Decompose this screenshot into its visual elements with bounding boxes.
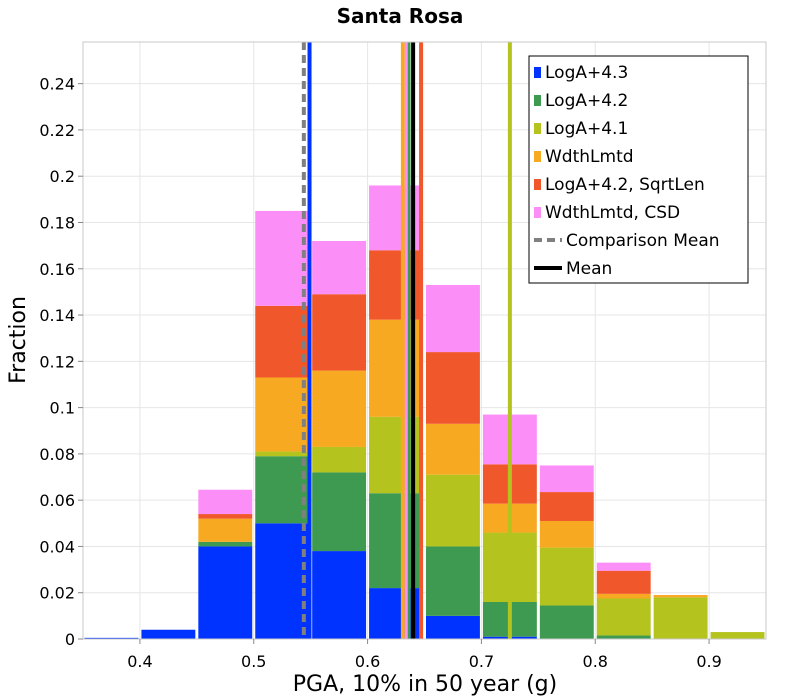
bar-wdthlmtd-0.525 [255, 377, 310, 452]
y-tick-label: 0.18 [39, 213, 75, 232]
bar-loga-4-3-0.425 [141, 629, 196, 639]
y-tick-label: 0 [65, 630, 75, 649]
legend-swatch-wdthlmtd [534, 151, 541, 162]
y-tick-label: 0.2 [50, 167, 75, 186]
bar-loga-4-1-0.875 [653, 597, 708, 639]
x-tick-label: 0.6 [355, 652, 380, 671]
bar-loga-4-2-sqrtlen-0.525 [255, 305, 310, 378]
bar-loga-4-2-0.675 [426, 546, 480, 616]
bar-loga-4-3-0.575 [312, 551, 367, 639]
bar-loga-4-2-0.825 [596, 635, 651, 639]
y-tick-label: 0.22 [39, 121, 75, 140]
mean-lines [301, 42, 512, 639]
chart-title: Santa Rosa [337, 4, 464, 28]
y-tick-label: 0.14 [39, 306, 75, 325]
bar-loga-4-1-0.675 [426, 474, 480, 547]
y-tick-label: 0.12 [39, 352, 75, 371]
x-tick-label: 0.9 [696, 652, 721, 671]
bar-loga-4-2-0.575 [312, 472, 367, 552]
legend-label-wdthlmtd-csd: WdthLmtd, CSD [545, 203, 680, 223]
legend-swatch-loga-4-2 [534, 95, 541, 106]
bar-loga-4-3-0.525 [255, 523, 310, 639]
legend-label-wdthlmtd: WdthLmtd [545, 147, 634, 167]
y-tick-label: 0.02 [39, 584, 75, 603]
bar-wdthlmtd-csd-0.825 [596, 562, 651, 571]
x-axis: 0.4 0.5 0.6 0.7 0.8 0.9 [127, 639, 722, 671]
bar-wdthlmtd-0.575 [312, 370, 367, 447]
y-axis-label: Fraction [6, 296, 31, 384]
legend-swatch-loga-4-3 [534, 67, 541, 78]
bar-loga-4-1-0.575 [312, 446, 367, 473]
bar-loga-4-2-sqrtlen-0.675 [426, 352, 480, 424]
x-tick-label: 0.4 [127, 652, 152, 671]
bar-wdthlmtd-csd-0.675 [426, 284, 480, 353]
bar-loga-4-3-0.675 [426, 615, 480, 639]
bar-loga-4-2-0.475 [198, 541, 253, 547]
x-tick-label: 0.7 [469, 652, 494, 671]
legend-label-comparison-mean: Comparison Mean [566, 231, 720, 251]
bar-loga-4-2-sqrtlen-0.475 [198, 514, 253, 519]
bar-loga-4-2-sqrtlen-0.825 [596, 570, 651, 594]
plot-frame [82, 41, 767, 640]
y-axis: 0 0.02 0.04 0.06 0.08 0.1 0.12 0.14 0.16 0.18 0.2 0… [39, 75, 83, 649]
x-tick-label: 0.8 [583, 652, 608, 671]
y-tick-label: 0.16 [39, 260, 75, 279]
bar-wdthlmtd-0.775 [539, 520, 594, 548]
bar-wdthlmtd-csd-0.475 [198, 489, 253, 515]
legend-swatch-loga-4-1 [534, 123, 541, 134]
y-tick-label: 0.24 [39, 75, 75, 94]
legend-label-loga-4-1: LogA+4.1 [545, 119, 628, 139]
bar-wdthlmtd-0.475 [198, 518, 253, 542]
bar-wdthlmtd-csd-0.775 [539, 465, 594, 493]
legend: LogA+4.3 LogA+4.2 LogA+4.1 WdthLmtd LogA+4.2… [528, 55, 749, 284]
legend-label-loga-4-3: LogA+4.3 [545, 63, 628, 83]
bar-wdthlmtd-0.875 [653, 595, 708, 598]
bar-wdthlmtd-csd-0.575 [312, 241, 367, 295]
y-tick-label: 0.06 [39, 491, 75, 510]
legend-box [528, 55, 749, 284]
bar-loga-4-2-sqrtlen-0.775 [539, 492, 594, 521]
y-tick-label: 0.04 [39, 537, 75, 556]
legend-label-loga-4-2-sqrtlen: LogA+4.2, SqrtLen [545, 175, 705, 195]
bar-wdthlmtd-csd-0.525 [255, 210, 310, 306]
y-tick-label: 0.1 [50, 399, 75, 418]
bar-loga-4-1-0.825 [596, 598, 651, 636]
bar-loga-4-2-0.775 [539, 605, 594, 639]
legend-swatch-wdthlmtd-csd [534, 207, 541, 218]
legend-label-loga-4-2: LogA+4.2 [545, 91, 628, 111]
bar-loga-4-2-sqrtlen-0.575 [312, 294, 367, 371]
bar-loga-4-3-0.475 [198, 546, 253, 639]
bars [84, 185, 765, 639]
bar-loga-4-2-0.525 [255, 456, 310, 524]
y-tick-label: 0.08 [39, 445, 75, 464]
legend-swatch-loga-4-2-sqrtlen [534, 179, 541, 190]
bar-loga-4-1-0.525 [255, 451, 310, 457]
x-axis-label: PGA, 10% in 50 year (g) [293, 672, 557, 697]
bar-loga-4-1-0.925 [710, 632, 765, 639]
legend-label-mean: Mean [566, 259, 612, 279]
bar-wdthlmtd-0.825 [596, 593, 651, 599]
bar-loga-4-3-0.375 [84, 637, 139, 639]
x-tick-label: 0.5 [241, 652, 266, 671]
bar-loga-4-1-0.775 [539, 547, 594, 606]
bar-wdthlmtd-0.675 [426, 423, 480, 475]
